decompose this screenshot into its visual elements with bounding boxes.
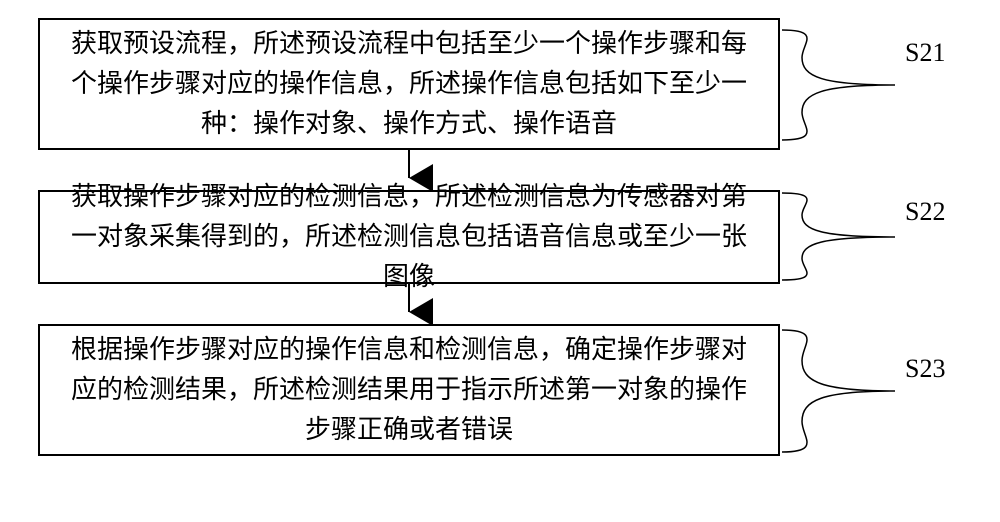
step-label-s22: S22 xyxy=(905,197,945,227)
step-box-s23: 根据操作步骤对应的操作信息和检测信息，确定操作步骤对应的检测结果，所述检测结果用… xyxy=(38,324,780,456)
step-box-s21: 获取预设流程，所述预设流程中包括至少一个操作步骤和每个操作步骤对应的操作信息，所… xyxy=(38,18,780,150)
step-label-s21: S21 xyxy=(905,38,945,68)
step-text-s22: 获取操作步骤对应的检测信息，所述检测信息为传感器对第一对象采集得到的，所述检测信… xyxy=(40,177,778,297)
step-text-s23: 根据操作步骤对应的操作信息和检测信息，确定操作步骤对应的检测结果，所述检测结果用… xyxy=(40,330,778,450)
step-text-s21: 获取预设流程，所述预设流程中包括至少一个操作步骤和每个操作步骤对应的操作信息，所… xyxy=(40,24,778,144)
step-box-s22: 获取操作步骤对应的检测信息，所述检测信息为传感器对第一对象采集得到的，所述检测信… xyxy=(38,190,780,284)
flowchart-canvas: { "layout": { "canvas_width": 1000, "can… xyxy=(0,0,1000,522)
step-label-s23: S23 xyxy=(905,354,945,384)
